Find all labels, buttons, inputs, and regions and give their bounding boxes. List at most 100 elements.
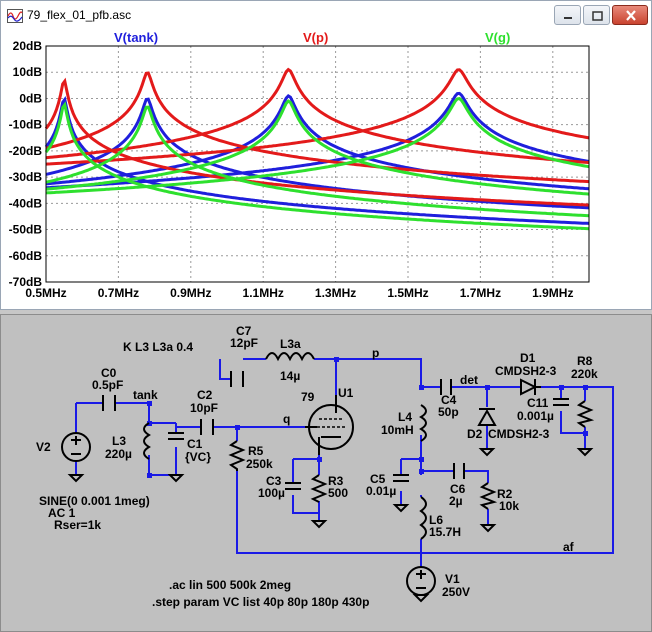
v1-value[interactable]: 250V [442,585,470,599]
maximize-button[interactable] [583,5,610,25]
y-tick-label: -10dB [9,118,43,132]
v1-label[interactable]: V1 [445,572,460,586]
net-q-label[interactable]: q [283,412,290,426]
c2-value[interactable]: 10pF [190,401,218,415]
resistor-symbols [228,400,595,510]
d2-value[interactable]: CMDSH2-3 [488,427,550,441]
ac-spec[interactable]: AC 1 [48,506,76,520]
x-tick-label: 1.5MHz [387,286,428,300]
step-command[interactable]: .step param VC list 40p 80p 180p 430p [152,595,369,609]
l4-label[interactable]: L4 [398,410,412,424]
series-line-vg [45,99,590,196]
x-tick-label: 0.5MHz [25,286,66,300]
legend-vg[interactable]: V(g) [485,30,510,45]
c7-label[interactable]: C7 [236,324,252,338]
d1-label[interactable]: D1 [520,351,536,365]
diode-symbols [477,378,541,426]
y-tick-label: 0dB [19,91,42,105]
l6-value[interactable]: 15.7H [429,525,461,539]
x-axis-ticks: 0.5MHz 0.7MHz 0.9MHz 1.1MHz 1.3MHz 1.5MHz 1.7M… [25,286,573,300]
c5-value[interactable]: 0.01µ [366,484,396,498]
c7-value[interactable]: 12pF [230,336,258,350]
c6-label[interactable]: C6 [450,482,466,496]
v2-source[interactable] [61,432,91,462]
c4-value[interactable]: 50p [438,405,459,419]
r8-value[interactable]: 220k [571,367,598,381]
c3-value[interactable]: 100µ [258,486,285,500]
y-tick-label: -30dB [9,170,43,184]
c11-value[interactable]: 0.001µ [517,409,554,423]
v2-label[interactable]: V2 [36,440,51,454]
r5-label[interactable]: R5 [248,444,264,458]
schematic-editor[interactable]: K L3 L3a 0.4 C7 12pF L3a 14µ p C0 0.5pF … [0,314,652,632]
r2-label[interactable]: R2 [497,487,513,501]
l3a-label[interactable]: L3a [280,337,301,351]
x-tick-label: 1.1MHz [243,286,284,300]
c6-value[interactable]: 2µ [449,494,463,508]
l3-label[interactable]: L3 [112,434,126,448]
c0-label[interactable]: C0 [101,366,117,380]
y-tick-label: -20dB [9,144,43,158]
tube-79-label[interactable]: 79 [301,390,315,404]
waveform-icon [7,9,23,23]
series-line-vtank [45,97,590,210]
x-tick-label: 0.7MHz [98,286,139,300]
legend-vtank[interactable]: V(tank) [114,30,158,45]
series-line-vp [45,68,590,166]
inductor-symbols [143,352,427,540]
triode-u1[interactable] [305,395,354,455]
net-af-label[interactable]: af [563,540,575,554]
capacitor-symbols [102,371,569,490]
y-axis-ticks: 20dB 10dB 0dB -10dB -20dB -30dB -40dB -50dB -60d… [9,39,43,289]
y-tick-label: 20dB [13,39,43,53]
r8-label[interactable]: R8 [577,354,593,368]
series-line-vp [45,71,590,184]
series-line-vtank [45,93,590,191]
c1-label[interactable]: C1 [187,437,203,451]
y-tick-label: -70dB [9,275,43,289]
plot-frame [45,45,590,283]
c11-label[interactable]: C11 [527,396,549,410]
series-line-vg [45,105,590,218]
y-tick-label: -50dB [9,223,43,237]
ac-command[interactable]: .ac lin 500 500k 2meg [169,578,291,592]
title-bar[interactable]: 79_flex_01_pfb.asc [1,1,651,31]
schematic-canvas[interactable]: K L3 L3a 0.4 C7 12pF L3a 14µ p C0 0.5pF … [1,315,651,631]
rser-spec[interactable]: Rser=1k [54,518,101,532]
r5-value[interactable]: 250k [246,457,273,471]
waveform-plot[interactable]: 20dB 10dB 0dB -10dB -20dB -30dB -40dB -50dB -60d… [1,1,651,309]
k-directive[interactable]: K L3 L3a 0.4 [123,340,193,354]
net-det-label[interactable]: det [460,373,478,387]
series-line-vtank [44,96,590,225]
l4-value[interactable]: 10mH [381,423,414,437]
r2-value[interactable]: 10k [499,499,519,513]
close-button[interactable] [612,5,648,25]
c0-value[interactable]: 0.5pF [92,378,123,392]
v1-source[interactable] [406,566,436,596]
series-line-vg [44,101,590,231]
net-p-label[interactable]: p [372,346,379,360]
r3-label[interactable]: R3 [328,474,344,488]
u1-label[interactable]: U1 [338,386,354,400]
r3-value[interactable]: 500 [328,486,348,500]
x-tick-label: 1.9MHz [532,286,573,300]
plot-curves [44,67,590,231]
c4-label[interactable]: C4 [441,393,457,407]
minimize-button[interactable] [554,5,581,25]
d2-label[interactable]: D2 [467,427,483,441]
l3-value[interactable]: 220µ [105,447,132,461]
l6-label[interactable]: L6 [429,513,443,527]
l3a-value[interactable]: 14µ [280,369,300,383]
c5-label[interactable]: C5 [370,472,386,486]
sine-spec[interactable]: SINE(0 0.001 1meg) [39,494,150,508]
net-tank-label[interactable]: tank [133,388,158,402]
x-tick-label: 1.3MHz [315,286,356,300]
y-tick-label: -60dB [9,249,43,263]
c1-value[interactable]: {VC} [185,450,211,464]
c3-label[interactable]: C3 [266,474,282,488]
d1-value[interactable]: CMDSH2-3 [495,364,557,378]
c2-label[interactable]: C2 [197,388,213,402]
series-line-vg [45,97,590,195]
x-tick-label: 1.7MHz [460,286,501,300]
legend-vp[interactable]: V(p) [303,30,328,45]
